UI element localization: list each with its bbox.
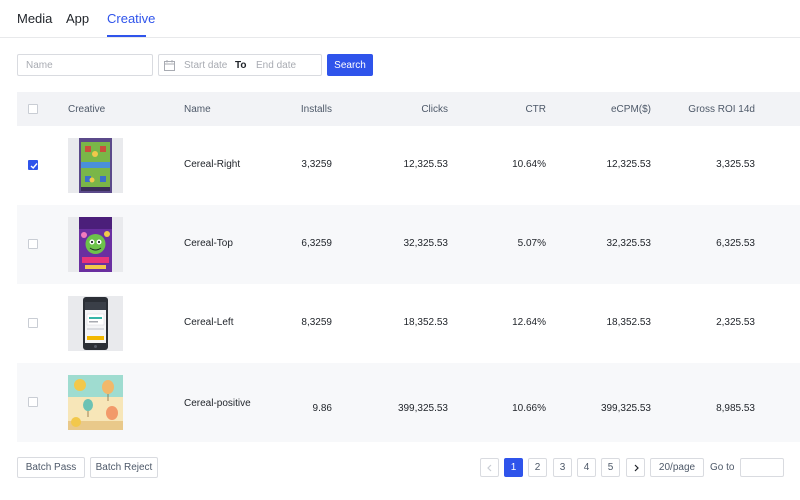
clicks-value: 32,325.53: [403, 238, 449, 249]
ecpm-value: 32,325.53: [606, 238, 652, 249]
ctr-value: 10.66%: [512, 403, 546, 414]
tab-creative[interactable]: Creative: [107, 11, 156, 26]
game-board-image: [79, 138, 112, 193]
ecpm-value: 12,325.53: [606, 159, 652, 170]
balloon-scene-thumbnail[interactable]: [68, 375, 123, 430]
game-board-thumbnail[interactable]: [68, 138, 123, 193]
table-row[interactable]: Cereal-positive 9.86 399,325.53 10.66% 3…: [17, 363, 800, 442]
next-page-button[interactable]: [626, 458, 645, 477]
row-checkbox[interactable]: [28, 318, 38, 328]
row-checkbox[interactable]: [28, 397, 38, 407]
tab-bar: Media App Creative: [0, 0, 800, 38]
prev-page-button[interactable]: [480, 458, 499, 477]
clicks-value: 18,352.53: [403, 317, 449, 328]
ctr-value: 5.07%: [517, 238, 546, 249]
page-5-button[interactable]: 5: [601, 458, 620, 477]
table-row[interactable]: Cereal-Right 3,3259 12,325.53 10.64% 12,…: [17, 126, 800, 205]
goto-label: Go to: [710, 462, 735, 473]
phone-screen-image: [83, 297, 108, 350]
goto-page-input[interactable]: [740, 458, 784, 477]
chevron-right-icon: [634, 464, 639, 472]
page-2-button[interactable]: 2: [528, 458, 547, 477]
table-row[interactable]: Cereal-Left 8,3259 18,352.53 12.64% 18,3…: [17, 284, 800, 363]
row-checkbox[interactable]: [28, 160, 38, 170]
page-1-button[interactable]: 1: [504, 458, 523, 477]
creative-name: Cereal-positive: [184, 398, 251, 409]
creative-name: Cereal-Right: [184, 159, 241, 170]
phone-screen-thumbnail[interactable]: [68, 296, 123, 351]
active-tab-indicator: [107, 35, 146, 37]
date-to-label: To: [235, 60, 247, 71]
installs-value: 9.86: [312, 403, 332, 414]
installs-value: 3,3259: [301, 159, 332, 170]
checkmark-icon: [30, 163, 38, 170]
date-range-picker[interactable]: Start date To End date: [158, 54, 322, 76]
column-header-clicks: Clicks: [421, 104, 448, 115]
clicks-value: 399,325.53: [397, 403, 448, 414]
column-header-installs: Installs: [300, 104, 332, 115]
page-3-button[interactable]: 3: [553, 458, 572, 477]
page-size-select[interactable]: 20/page: [650, 458, 704, 477]
installs-value: 6,3259: [301, 238, 332, 249]
column-header-ctr: CTR: [525, 104, 546, 115]
select-all-checkbox[interactable]: [28, 104, 38, 114]
gross-roi-value: 8,985.53: [716, 403, 755, 414]
ctr-value: 10.64%: [512, 159, 546, 170]
page-4-button[interactable]: 4: [577, 458, 596, 477]
start-date-field[interactable]: Start date: [184, 60, 228, 71]
table-row[interactable]: Cereal-Top 6,3259 32,325.53 5.07% 32,325…: [17, 205, 800, 284]
calendar-icon: [164, 60, 175, 71]
tab-media[interactable]: Media: [17, 11, 53, 26]
gross-roi-value: 2,325.53: [716, 317, 755, 328]
installs-value: 8,3259: [301, 317, 332, 328]
search-button[interactable]: Search: [327, 54, 373, 76]
end-date-field[interactable]: End date: [256, 60, 297, 71]
balloon-scene-image: [68, 375, 123, 430]
chevron-left-icon: [487, 464, 492, 472]
ctr-value: 12.64%: [512, 317, 546, 328]
column-header-creative: Creative: [68, 104, 106, 115]
clicks-value: 12,325.53: [403, 159, 449, 170]
name-search-input[interactable]: [17, 54, 153, 76]
column-header-gross-roi: Gross ROI 14d: [688, 104, 755, 115]
creative-table: Creative Name Installs Clicks CTR eCPM($…: [17, 92, 800, 442]
ecpm-value: 18,352.53: [606, 317, 652, 328]
tab-app[interactable]: App: [66, 11, 90, 26]
monster-game-thumbnail[interactable]: [68, 217, 123, 272]
ecpm-value: 399,325.53: [600, 403, 651, 414]
column-header-name: Name: [184, 104, 211, 115]
batch-reject-button[interactable]: Batch Reject: [90, 457, 158, 478]
batch-pass-button[interactable]: Batch Pass: [17, 457, 85, 478]
gross-roi-value: 3,325.53: [716, 159, 755, 170]
creative-name: Cereal-Top: [184, 238, 233, 249]
table-header: Creative Name Installs Clicks CTR eCPM($…: [17, 92, 800, 126]
monster-game-image: [79, 217, 112, 272]
creative-name: Cereal-Left: [184, 317, 234, 328]
row-checkbox[interactable]: [28, 239, 38, 249]
column-header-ecpm: eCPM($): [610, 104, 651, 115]
gross-roi-value: 6,325.53: [716, 238, 755, 249]
